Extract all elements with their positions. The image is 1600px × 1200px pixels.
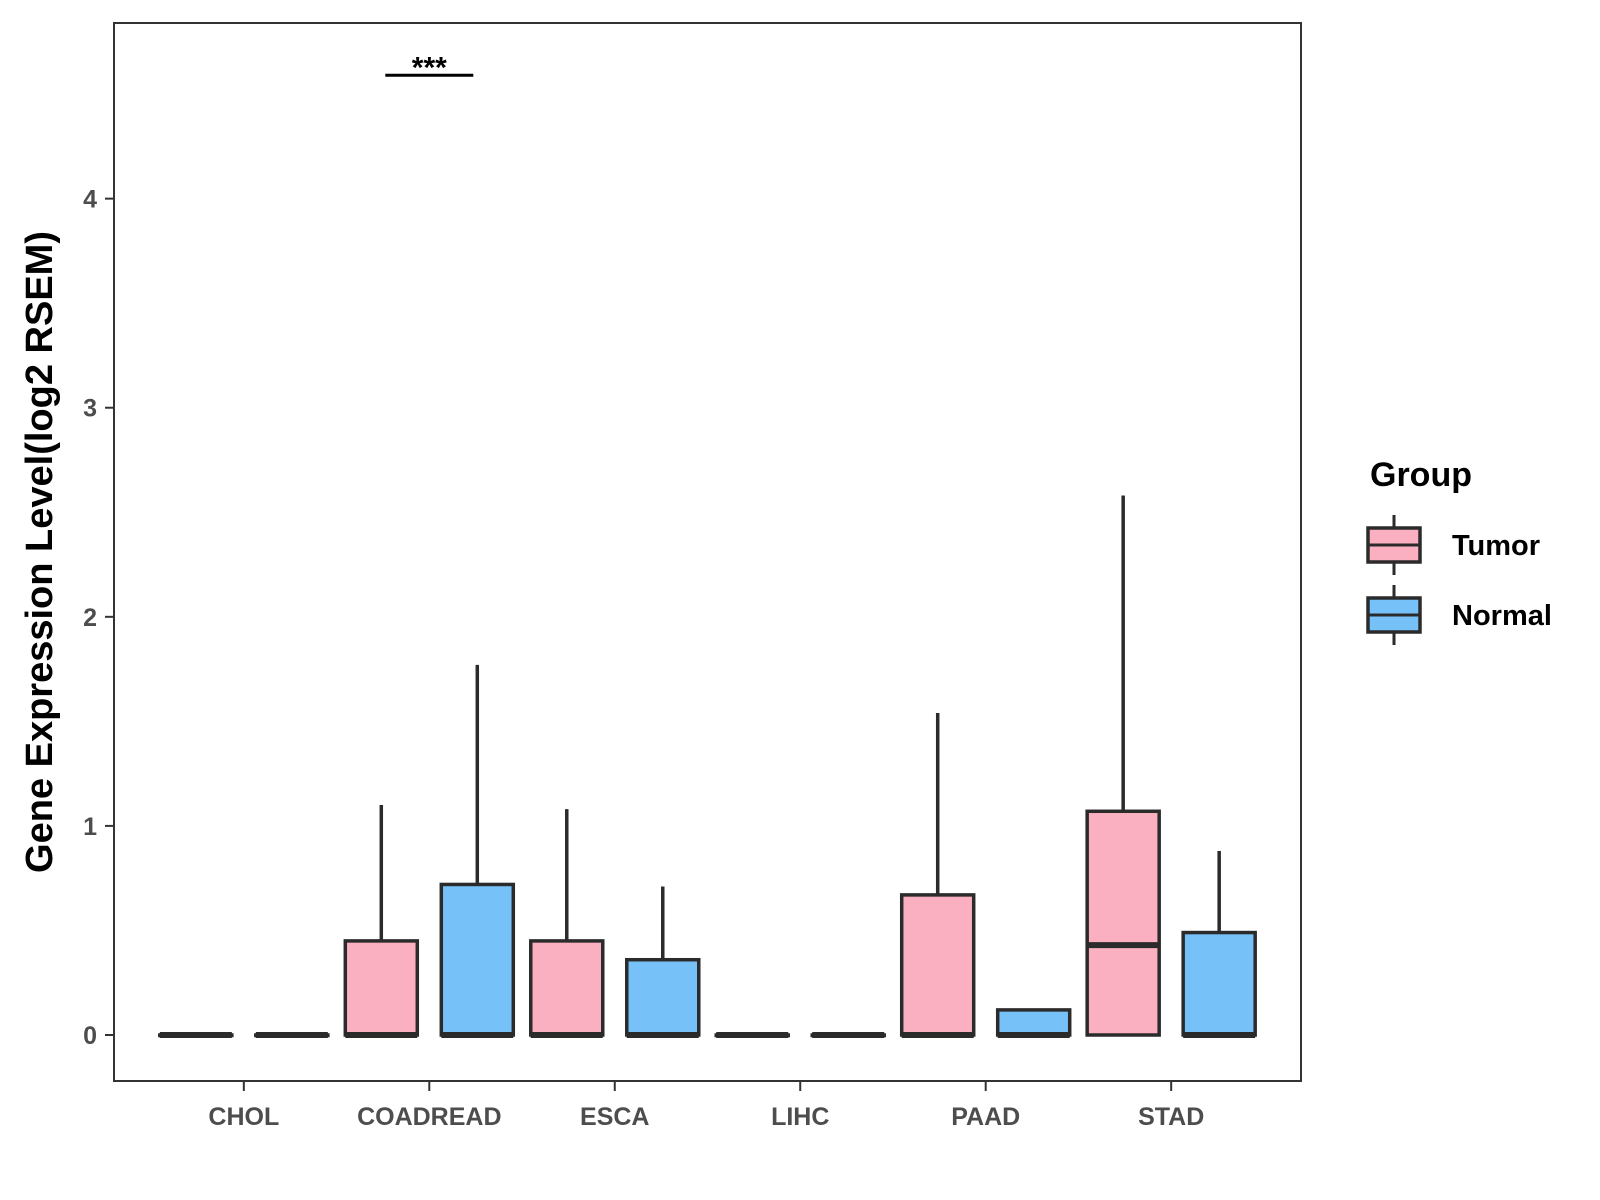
box-tumor-paad [899, 713, 976, 1038]
legend-label-tumor: Tumor [1452, 530, 1540, 562]
box-body [1181, 930, 1257, 1037]
box-tumor-stad [1085, 495, 1161, 1037]
x-tick-label: ESCA [580, 1103, 649, 1131]
box-normal-lihc [810, 1032, 886, 1038]
y-tick-label: 0 [83, 1022, 97, 1050]
x-tick-label: COADREAD [357, 1103, 501, 1131]
box-tumor-esca [529, 809, 605, 1038]
box-body [439, 882, 516, 1037]
box-body [343, 939, 420, 1037]
x-axis: CHOL COADREAD ESCA LIHC PAAD STAD [208, 1081, 1204, 1131]
box-normal-stad [1181, 851, 1257, 1038]
y-axis-title: Gene Expression Level(log2 RSEM) [19, 231, 61, 873]
x-tick-label: LIHC [771, 1103, 829, 1131]
legend-title: Group [1370, 456, 1472, 494]
x-tick-label: CHOL [208, 1103, 279, 1131]
y-tick-label: 4 [83, 186, 97, 214]
box-tumor-lihc [714, 1032, 790, 1038]
box-body [995, 1008, 1072, 1037]
legend-key-normal [1366, 585, 1422, 645]
significance-label: *** [412, 51, 447, 84]
significance-annotations: *** [385, 51, 474, 84]
legend-key-tumor [1366, 515, 1422, 575]
box-normal-chol [254, 1032, 330, 1038]
legend-label-normal: Normal [1452, 600, 1552, 632]
box-tumor-chol [158, 1032, 234, 1038]
box-body [625, 957, 701, 1037]
box-normal-esca [625, 886, 701, 1038]
x-tick-label: STAD [1138, 1103, 1204, 1131]
box-normal-paad [995, 1008, 1072, 1038]
x-tick-label: PAAD [951, 1103, 1020, 1131]
box-body [529, 939, 605, 1037]
y-axis: 0 1 2 3 4 [83, 186, 114, 1050]
legend: Group Tumor Normal [1366, 456, 1552, 645]
y-tick-label: 3 [83, 395, 97, 423]
box-normal-coadread [439, 664, 516, 1038]
y-tick-label: 1 [83, 813, 97, 841]
box-body [899, 893, 976, 1037]
box-series [158, 495, 1257, 1038]
box-tumor-coadread [343, 805, 420, 1038]
y-tick-label: 2 [83, 604, 97, 632]
box-body [1085, 809, 1161, 1037]
